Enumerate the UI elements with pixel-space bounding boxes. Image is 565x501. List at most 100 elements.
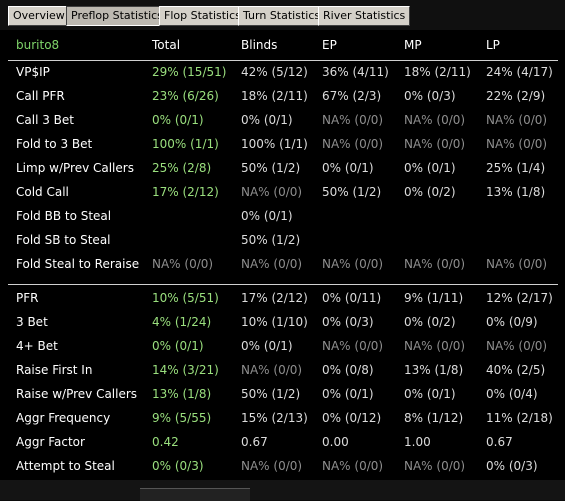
stat-label-call-pfr: Call PFR [16,89,65,103]
stat-value-4-bet-blinds: 0% (0/1) [241,339,293,353]
stat-value-attempt-to-steal-blinds: NA% (0/0) [241,459,303,473]
tab-flop-statistics[interactable]: Flop Statistics [159,6,246,26]
stat-value-call-3-bet-blinds: 0% (0/1) [241,113,293,127]
stat-value-call-3-bet-mp: NA% (0/0) [404,113,466,127]
stat-value-aggr-factor-blinds: 0.67 [241,435,268,449]
stat-value-attempt-to-steal-ep: NA% (0/0) [322,459,384,473]
stat-value-call-3-bet-total: 0% (0/1) [152,113,204,127]
stat-value-3-bet-blinds: 10% (1/10) [241,315,308,329]
stat-value-cold-call-total: 17% (2/12) [152,185,219,199]
stat-value-aggr-frequency-blinds: 15% (2/13) [241,411,308,425]
stat-value-raise-first-in-lp: 40% (2/5) [486,363,546,377]
stat-value-limp-w-prev-callers-lp: 25% (1/4) [486,161,546,175]
stat-value-limp-w-prev-callers-ep: 0% (0/1) [322,161,374,175]
stat-label-fold-to-3-bet: Fold to 3 Bet [16,137,93,151]
column-header-mp: MP [404,38,422,52]
stat-value-attempt-to-steal-total: 0% (0/3) [152,459,204,473]
stat-value-cold-call-ep: 50% (1/2) [322,185,382,199]
tab-bar: Overview Preflop Statistics Flop Statist… [0,0,565,30]
stat-value-aggr-frequency-mp: 8% (1/12) [404,411,464,425]
stat-label-vp-ip: VP$IP [16,65,50,79]
stat-label-aggr-factor: Aggr Factor [16,435,85,449]
stat-value-call-3-bet-ep: NA% (0/0) [322,113,384,127]
stat-value-4-bet-ep: NA% (0/0) [322,339,384,353]
stat-value-raise-w-prev-callers-mp: 0% (0/1) [404,387,456,401]
stat-value-limp-w-prev-callers-blinds: 50% (1/2) [241,161,301,175]
stat-value-fold-to-3-bet-lp: NA% (0/0) [486,137,548,151]
stat-label-fold-steal-to-reraise: Fold Steal to Reraise [16,257,140,271]
stat-value-raise-w-prev-callers-lp: 0% (0/4) [486,387,538,401]
stat-value-fold-steal-to-reraise-blinds: NA% (0/0) [241,257,303,271]
stat-value-aggr-frequency-ep: 0% (0/12) [322,411,382,425]
stat-value-aggr-factor-mp: 1.00 [404,435,431,449]
stat-label-raise-w-prev-callers: Raise w/Prev Callers [16,387,138,401]
stat-value-3-bet-total: 4% (1/24) [152,315,212,329]
column-header-ep: EP [322,38,337,52]
stat-value-fold-to-3-bet-blinds: 100% (1/1) [241,137,308,151]
tab-overview[interactable]: Overview [8,6,70,26]
stat-value-limp-w-prev-callers-mp: 0% (0/1) [404,161,456,175]
stat-value-raise-w-prev-callers-blinds: 50% (1/2) [241,387,301,401]
stat-value-vp-ip-lp: 24% (4/17) [486,65,553,79]
tab-turn-statistics[interactable]: Turn Statistics [238,6,326,26]
stat-value-fold-to-3-bet-total: 100% (1/1) [152,137,219,151]
stat-value-vp-ip-ep: 36% (4/11) [322,65,389,79]
stat-value-fold-steal-to-reraise-lp: NA% (0/0) [486,257,548,271]
stat-value-raise-first-in-blinds: NA% (0/0) [241,363,303,377]
stat-value-raise-first-in-mp: 13% (1/8) [404,363,464,377]
stat-value-aggr-frequency-lp: 11% (2/18) [486,411,553,425]
tab-preflop-statistics[interactable]: Preflop Statistics [66,6,168,26]
player-name: burito8 [16,38,60,52]
stat-value-3-bet-ep: 0% (0/3) [322,315,374,329]
stat-value-raise-first-in-ep: 0% (0/8) [322,363,374,377]
stat-value-fold-to-3-bet-mp: NA% (0/0) [404,137,466,151]
stat-label-fold-bb-to-steal: Fold BB to Steal [16,209,112,223]
stat-value-call-3-bet-lp: NA% (0/0) [486,113,548,127]
column-header-total: Total [152,38,181,52]
stat-value-3-bet-mp: 0% (0/2) [404,315,456,329]
stat-value-vp-ip-total: 29% (15/51) [152,65,227,79]
header-divider [8,60,558,61]
stat-value-fold-steal-to-reraise-mp: NA% (0/0) [404,257,466,271]
stat-value-aggr-frequency-total: 9% (5/55) [152,411,212,425]
stat-value-raise-w-prev-callers-ep: 0% (0/1) [322,387,374,401]
stat-value-4-bet-lp: NA% (0/0) [486,339,548,353]
stat-value-call-pfr-mp: 0% (0/3) [404,89,456,103]
section-divider [8,284,558,285]
stat-label-fold-sb-to-steal: Fold SB to Steal [16,233,111,247]
background-strip [0,480,565,500]
stat-value-4-bet-mp: NA% (0/0) [404,339,466,353]
stat-value-call-pfr-total: 23% (6/26) [152,89,219,103]
stat-value-fold-bb-to-steal-blinds: 0% (0/1) [241,209,293,223]
column-header-blinds: Blinds [241,38,278,52]
stat-value-3-bet-lp: 0% (0/9) [486,315,538,329]
stat-value-raise-w-prev-callers-total: 13% (1/8) [152,387,212,401]
stat-value-raise-first-in-total: 14% (3/21) [152,363,219,377]
stat-value-pfr-mp: 9% (1/11) [404,291,464,305]
stat-label-cold-call: Cold Call [16,185,69,199]
stat-label-3-bet: 3 Bet [16,315,48,329]
stat-value-fold-to-3-bet-ep: NA% (0/0) [322,137,384,151]
stat-value-call-pfr-lp: 22% (2/9) [486,89,546,103]
stat-value-cold-call-blinds: NA% (0/0) [241,185,303,199]
stat-value-aggr-factor-total: 0.42 [152,435,179,449]
stat-value-fold-steal-to-reraise-ep: NA% (0/0) [322,257,384,271]
stat-value-aggr-factor-ep: 0.00 [322,435,349,449]
stat-label-pfr: PFR [16,291,39,305]
stat-value-vp-ip-mp: 18% (2/11) [404,65,471,79]
stat-value-call-pfr-ep: 67% (2/3) [322,89,382,103]
stat-value-aggr-factor-lp: 0.67 [486,435,513,449]
tab-river-statistics[interactable]: River Statistics [318,6,411,26]
stat-value-vp-ip-blinds: 42% (5/12) [241,65,308,79]
stat-value-call-pfr-blinds: 18% (2/11) [241,89,308,103]
stat-value-cold-call-lp: 13% (1/8) [486,185,546,199]
background-box [140,488,250,501]
stat-value-pfr-ep: 0% (0/11) [322,291,382,305]
stat-label-raise-first-in: Raise First In [16,363,93,377]
stat-label-call-3-bet: Call 3 Bet [16,113,74,127]
stat-value-pfr-blinds: 17% (2/12) [241,291,308,305]
stat-label-attempt-to-steal: Attempt to Steal [16,459,115,473]
column-header-lp: LP [486,38,500,52]
stat-value-attempt-to-steal-mp: NA% (0/0) [404,459,466,473]
stat-label-aggr-frequency: Aggr Frequency [16,411,111,425]
